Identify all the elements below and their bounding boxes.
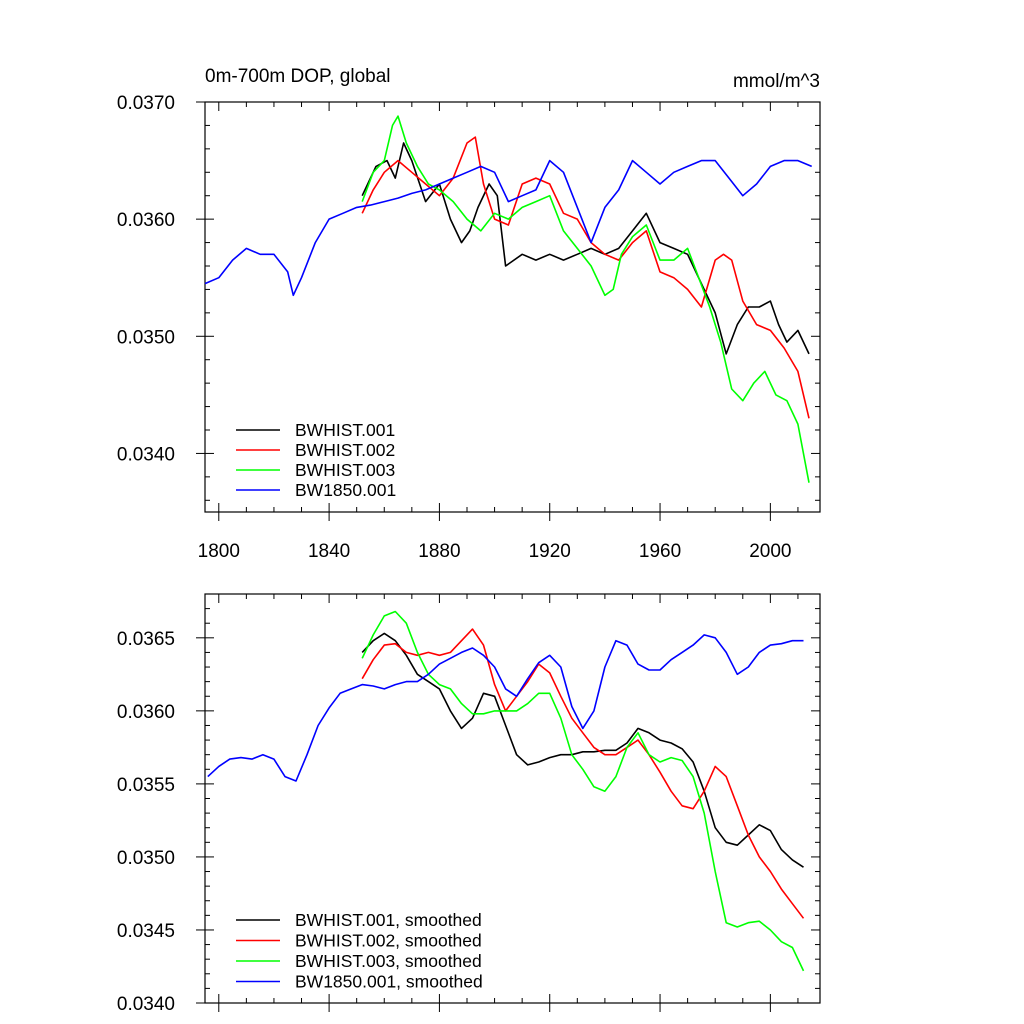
y-tick-label: 0.0360 (117, 702, 175, 723)
x-tick-label: 1880 (418, 541, 460, 562)
legend-label: BWHIST.001, smoothed (295, 910, 482, 930)
y-tick-label: 0.0340 (117, 994, 175, 1015)
y-tick-label: 0.0355 (117, 775, 175, 796)
legend-label: BW1850.001 (295, 480, 396, 500)
bottom-panel: 0.0340 0.0345 0.0350 0.0355 0.0360 0.0365 BWHI… (117, 593, 821, 1015)
legend-label: BWHIST.001 (295, 420, 395, 440)
legend-label: BWHIST.003, smoothed (295, 951, 482, 971)
y-tick-label: 0.0345 (117, 921, 175, 942)
series-line-bwhist-002 (361, 136, 810, 419)
legend-label: BWHIST.002 (295, 440, 395, 460)
y-tick-label: 0.0350 (117, 327, 175, 348)
x-tick-label: 1800 (198, 541, 240, 562)
y-tick-label: 0.0365 (117, 629, 175, 650)
legend-label: BW1850.001, smoothed (295, 972, 483, 992)
y-tick-label: 0.0370 (117, 93, 175, 114)
top-plot-frame (204, 101, 821, 513)
units-label: mmol/m^3 (733, 71, 820, 92)
legend-label: BWHIST.002, smoothed (295, 931, 482, 951)
x-tick-label: 2000 (749, 541, 791, 562)
series-line-bwhist-001-smoothed (361, 632, 804, 868)
y-tick-label: 0.0360 (117, 210, 175, 231)
series-line-bwhist-001 (361, 142, 810, 355)
y-tick-label: 0.0340 (117, 444, 175, 465)
top-panel: 1800 1840 1880 1920 1960 2000 0.0340 0.0350 0.03… (117, 93, 821, 562)
series-line-bwhist-003 (361, 115, 810, 483)
x-tick-label: 1960 (639, 541, 681, 562)
series-line-bwhist-003-smoothed (361, 610, 805, 972)
series-line-bw1850-001 (204, 159, 813, 297)
y-tick-label: 0.0350 (117, 848, 175, 869)
x-tick-label: 1920 (529, 541, 571, 562)
series-line-bwhist-002-smoothed (361, 628, 805, 919)
series-line-bw1850-001-smoothed (207, 634, 804, 782)
chart-title: 0m-700m DOP, global (205, 66, 391, 87)
x-tick-label: 1840 (308, 541, 350, 562)
legend-label: BWHIST.003 (295, 460, 395, 480)
